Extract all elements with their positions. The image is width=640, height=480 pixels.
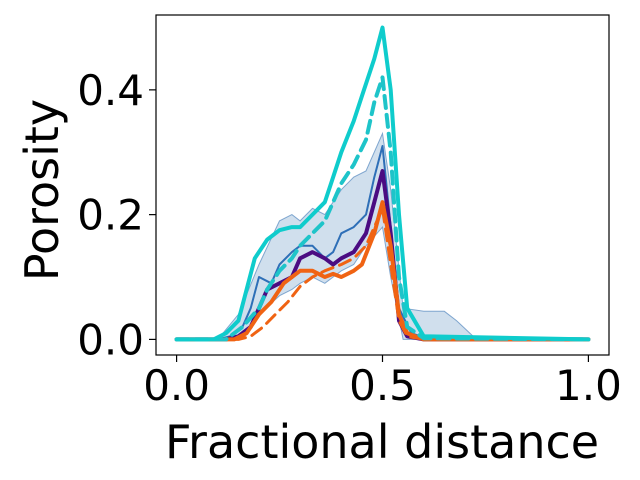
- y-axis-title: Porosity: [15, 99, 69, 281]
- x-tick-label: 0.5: [349, 361, 416, 410]
- y-tick-label: 0.2: [77, 191, 144, 240]
- series-line-6: [174, 25, 591, 342]
- x-axis-ticks: 0.0 0.5 1.0: [143, 355, 622, 410]
- series-line-1: [175, 145, 590, 341]
- series-line-4: [175, 206, 590, 341]
- series-group: [174, 25, 591, 342]
- plot-area: [174, 25, 591, 342]
- x-tick-label: 1.0: [555, 361, 622, 410]
- series-line-5: [174, 75, 591, 342]
- x-tick-label: 0.0: [143, 361, 210, 410]
- y-tick-label: 0.0: [77, 315, 144, 364]
- series-line-3: [174, 200, 591, 342]
- x-axis-title: Fractional distance: [165, 415, 599, 469]
- y-tick-label: 0.4: [77, 66, 144, 115]
- y-axis-ticks: 0.0 0.2 0.4: [77, 66, 156, 364]
